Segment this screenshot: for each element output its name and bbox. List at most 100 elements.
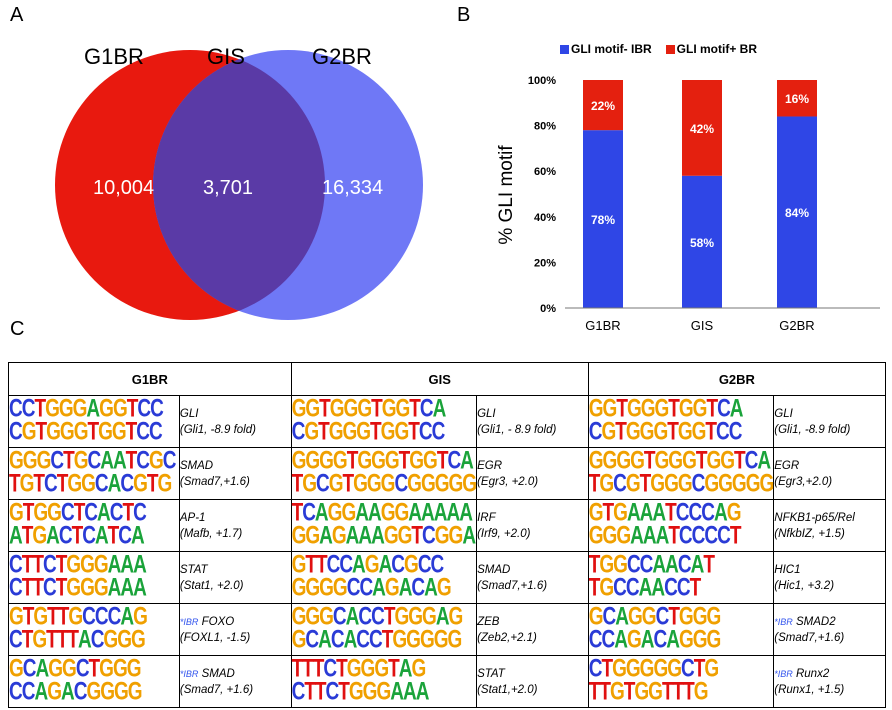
motif-sequence: CGTGGGTGGTCC: [9, 418, 163, 446]
motif-family-name: EGR: [774, 459, 800, 472]
motif-sequence: TCAGGAAGGAAAAA: [291, 499, 473, 527]
motif-fold-change: (Irf9, +2.0): [477, 527, 531, 540]
header-gis: GIS: [290, 362, 589, 396]
motif-name-line: *IBR Runx2: [774, 666, 885, 682]
x-tick-label: G2BR: [779, 318, 814, 333]
motif-description: *IBR SMAD2 (Smad7,+1.6): [773, 603, 886, 656]
motif-logo: TCAGGAAGGAAAAA GGAGAAAGGTCGGA: [290, 499, 478, 552]
motif-name-line: *IBR SMAD2: [774, 614, 885, 630]
motif-logo: TTTCTGGGTAG CTTCTGGGAAA: [290, 655, 478, 708]
motif-fold-change: (Gli1, -8.9 fold): [179, 423, 256, 436]
motif-family-name: HIC1: [774, 563, 801, 576]
motif-description: AP-1 (Mafb, +1.7): [178, 499, 292, 552]
motif-name-line: *IBR SMAD: [180, 666, 291, 682]
panel-label-a: A: [10, 4, 24, 26]
motif-logo: GGGGTGGGTGGTCA TGCGTGGGCGGGGG: [290, 447, 478, 500]
motif-logo: GCAGGCTGGG CCAGACAGGG: [587, 603, 775, 656]
motif-family-name: EGR: [477, 459, 502, 472]
motif-sequence: GGGGCCAGACAG: [291, 574, 452, 602]
motif-fold-change: (Mafb, +1.7): [179, 527, 243, 540]
motif-sequence: GCAGGCTGGG: [588, 603, 721, 631]
motif-family-name: Runx2: [795, 667, 830, 680]
motif-name-line: EGR: [774, 458, 885, 474]
motif-logo: GGTGGGTGGTCA CGTGGGTGGTCC: [290, 395, 478, 448]
venn-label-middle: GIS: [207, 44, 245, 69]
motif-fold-change: (Runx1, +1.5): [774, 683, 845, 696]
stacked-bar-chart: 0% 20% 40% 60% 80% 100% 78% 22% 58% 42% 84% 16% G1…: [496, 75, 880, 333]
motif-family-name: GLI: [774, 407, 793, 420]
motif-family-name: SMAD2: [795, 615, 836, 628]
motif-name-line: SMAD: [477, 562, 588, 578]
header-g1br: G1BR: [8, 362, 292, 396]
header-g2br: G2BR: [587, 362, 887, 396]
motif-logo: GCAGGCTGGG CCAGACGGGG: [8, 655, 180, 708]
y-tick-label: 60%: [534, 166, 556, 178]
motif-fold-change: (FOXL1, -1.5): [179, 631, 251, 644]
motif-sequence: TGGCCAACAT: [588, 551, 715, 579]
y-tick-label: 20%: [534, 257, 556, 269]
motif-fold-change: (Stat1,+2.0): [477, 683, 538, 696]
motif-name-line: GLI: [774, 406, 885, 422]
table-row: GTGGCTCACTC ATGACTCATCA AP-1 (Mafb, +1.7) TC…: [8, 499, 886, 552]
motif-name-line: GLI: [477, 406, 588, 422]
motif-description: *IBR SMAD (Smad7, +1.6): [178, 655, 292, 708]
motif-sequence: TGCCAACCT: [588, 574, 701, 602]
motif-description: SMAD (Smad7,+1.6): [476, 551, 589, 604]
legend-item-ibr: GLI motif- IBR: [560, 42, 652, 56]
bar-br-gis: [682, 80, 722, 176]
motif-name-line: ZEB: [477, 614, 588, 630]
motif-description: IRF (Irf9, +2.0): [476, 499, 589, 552]
motif-description: EGR (Egr3, +2.0): [476, 447, 589, 500]
motif-description: SMAD (Smad7,+1.6): [178, 447, 292, 500]
bar-data-label: 22%: [591, 99, 615, 113]
motif-name-line: GLI: [180, 406, 291, 422]
motif-sequence: CTTCTGGGAAA: [291, 678, 430, 706]
x-tick-label: GIS: [691, 318, 714, 333]
motif-name-line: HIC1: [774, 562, 885, 578]
venn-label-left: G1BR: [84, 44, 144, 69]
motif-fold-change: (Smad7, +1.6): [179, 683, 254, 696]
motif-family-name: STAT: [477, 667, 505, 680]
motif-description: *IBR Runx2 (Runx1, +1.5): [773, 655, 886, 708]
motif-sequence: TTGTGGTTTG: [588, 678, 709, 706]
motif-fold-change: (Egr3, +2.0): [477, 475, 539, 488]
motif-name-line: STAT: [180, 562, 291, 578]
motif-sequence: CTGTTTACGGG: [9, 626, 146, 654]
table-row: GTGTTGCCCAG CTGTTTACGGG *IBR FOXO (FOXL1, -…: [8, 603, 886, 656]
motif-sequence: GTTCCAGACGCC: [291, 551, 445, 579]
motif-fold-change: (Zeb2,+2.1): [477, 631, 537, 644]
y-tick-label: 0%: [540, 303, 556, 315]
legend-swatch-ibr: [560, 45, 569, 55]
motif-sequence: GTGGCTCACTC: [9, 499, 147, 527]
panel-label-c: C: [10, 318, 25, 340]
motif-family-name: SMAD: [201, 667, 235, 680]
venn-value-right: 16,334: [322, 177, 383, 199]
motif-fold-change: (Smad7,+1.6): [774, 631, 845, 644]
motif-sequence: GGTGGGTGGTCA: [291, 395, 447, 423]
motif-table: G1BR GIS G2BR CCTGGGAGGTCC CGTGGGTGGTCC GL…: [8, 362, 887, 708]
motif-name-line: STAT: [477, 666, 588, 682]
motif-logo: GTTCCAGACGCC GGGGCCAGACAG: [290, 551, 478, 604]
motif-description: *IBR FOXO (FOXL1, -1.5): [178, 603, 292, 656]
ibr-tag: *IBR: [774, 616, 793, 627]
motif-family-name: GLI: [179, 407, 199, 420]
legend-label-ibr: GLI motif- IBR: [571, 42, 652, 56]
motif-sequence: GGGCACCTGGGAG: [291, 603, 464, 631]
motif-family-name: FOXO: [201, 615, 235, 628]
venn-diagram: G1BR GIS G2BR 10,004 3,701 16,334: [55, 44, 423, 320]
motif-logo: CTTCTGGGAAA CTTCTGGGAAA: [8, 551, 180, 604]
motif-sequence: GTGTTGCCCAG: [9, 603, 148, 631]
motif-name-line: SMAD: [180, 458, 291, 474]
table-header-row: G1BR GIS G2BR: [8, 362, 887, 396]
motif-sequence: CCTGGGAGGTCC: [9, 395, 164, 423]
motif-sequence: CGTGGGTGGTCC: [588, 418, 743, 446]
motif-description: STAT (Stat1, +2.0): [178, 551, 292, 604]
motif-description: ZEB (Zeb2,+2.1): [476, 603, 589, 656]
bar-ibr-g1br: [583, 130, 623, 308]
bar-ibr-g2br: [777, 116, 817, 308]
motif-fold-change: (Egr3,+2.0): [774, 475, 833, 488]
bar-data-label: 16%: [785, 92, 809, 106]
motif-sequence: GCACACCTGGGGG: [291, 626, 463, 654]
motif-fold-change: (Smad7,+1.6): [179, 475, 250, 488]
ibr-tag: *IBR: [179, 616, 199, 627]
